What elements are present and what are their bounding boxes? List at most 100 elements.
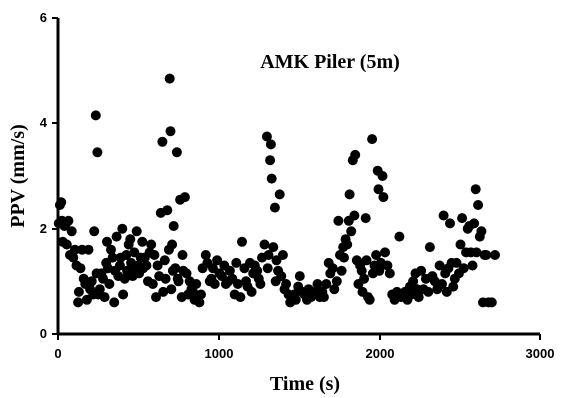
data-point [111,231,122,242]
data-point [445,218,455,229]
data-point [73,297,84,308]
data-point [423,286,434,297]
data-point [336,265,347,276]
data-point [360,213,371,224]
data-point [125,234,136,245]
data-point [321,279,332,289]
data-point [490,250,500,260]
data-point [373,184,384,195]
data-point [416,265,427,276]
data-point [329,284,340,295]
data-point [486,297,497,308]
x-tick-label-2000: 2000 [366,346,395,361]
data-point [277,250,288,260]
data-point [265,155,276,166]
x-tick-label-0: 0 [54,346,61,361]
data-point [246,286,257,297]
data-point [382,260,393,271]
data-point [476,226,487,237]
data-point [68,252,79,263]
data-point [356,265,367,276]
data-point [467,260,478,271]
data-point [374,265,385,276]
data-point [89,226,100,237]
data-point [90,110,101,121]
data-point [371,250,382,260]
data-point [152,260,163,271]
data-point [86,276,97,287]
data-point [394,231,405,242]
data-point [157,136,168,147]
data-point [457,213,468,224]
y-tick-label-2: 2 [40,221,47,236]
data-point [104,279,115,289]
data-point [333,215,344,226]
data-point [147,279,158,289]
data-point [165,126,176,137]
data-point [158,286,169,297]
data-point [269,202,280,213]
x-axis-title: Time (s) [270,373,340,395]
data-point [350,149,361,160]
data-point [191,279,202,289]
data-point [149,250,160,260]
data-point [92,147,103,158]
data-point [268,242,279,253]
data-point [349,210,360,221]
data-point [170,263,181,274]
data-point [181,268,192,279]
y-tick-label-0: 0 [40,326,47,341]
data-point [162,205,173,216]
data-point [378,192,389,203]
data-point [437,279,447,289]
data-point [471,247,482,258]
x-tick-label-1000: 1000 [205,346,234,361]
data-point [318,292,329,303]
data-point [232,279,243,289]
data-point [196,289,206,300]
data-point [94,284,105,295]
chart-title: AMK Piler (5m) [260,51,400,73]
y-axis-title: PPV (mm/s) [7,124,29,228]
data-point [434,260,445,271]
data-point [171,147,182,158]
data-point [346,226,357,237]
x-tick-label-3000: 3000 [526,346,555,361]
data-point [380,247,390,258]
data-point [179,192,190,203]
data-point [146,239,157,250]
data-point [413,292,424,303]
data-point [141,260,152,271]
data-point [469,218,480,229]
data-point [281,279,292,289]
data-point [151,292,161,303]
data-point [252,265,263,276]
data-point [455,239,466,250]
data-point [364,294,375,305]
data-point [131,226,142,237]
data-point [137,236,148,247]
data-point [212,255,223,266]
data-point [448,281,459,292]
data-points [53,73,500,308]
data-point [235,292,246,303]
data-point [107,252,118,263]
data-point [177,250,188,260]
data-point [73,286,84,297]
data-point [261,131,272,142]
data-point [294,271,305,282]
data-point [164,73,175,84]
data-point [327,263,338,274]
data-point [63,215,74,226]
data-point [265,139,276,150]
data-point [83,244,94,255]
data-point [451,257,462,268]
data-point [167,239,178,250]
data-point [61,239,72,250]
data-point [312,279,323,289]
y-tick-label-4: 4 [40,115,48,130]
data-point [209,279,220,289]
x-axis: 0 1000 2000 3000 Time (s) [54,332,555,395]
data-point [274,189,285,200]
